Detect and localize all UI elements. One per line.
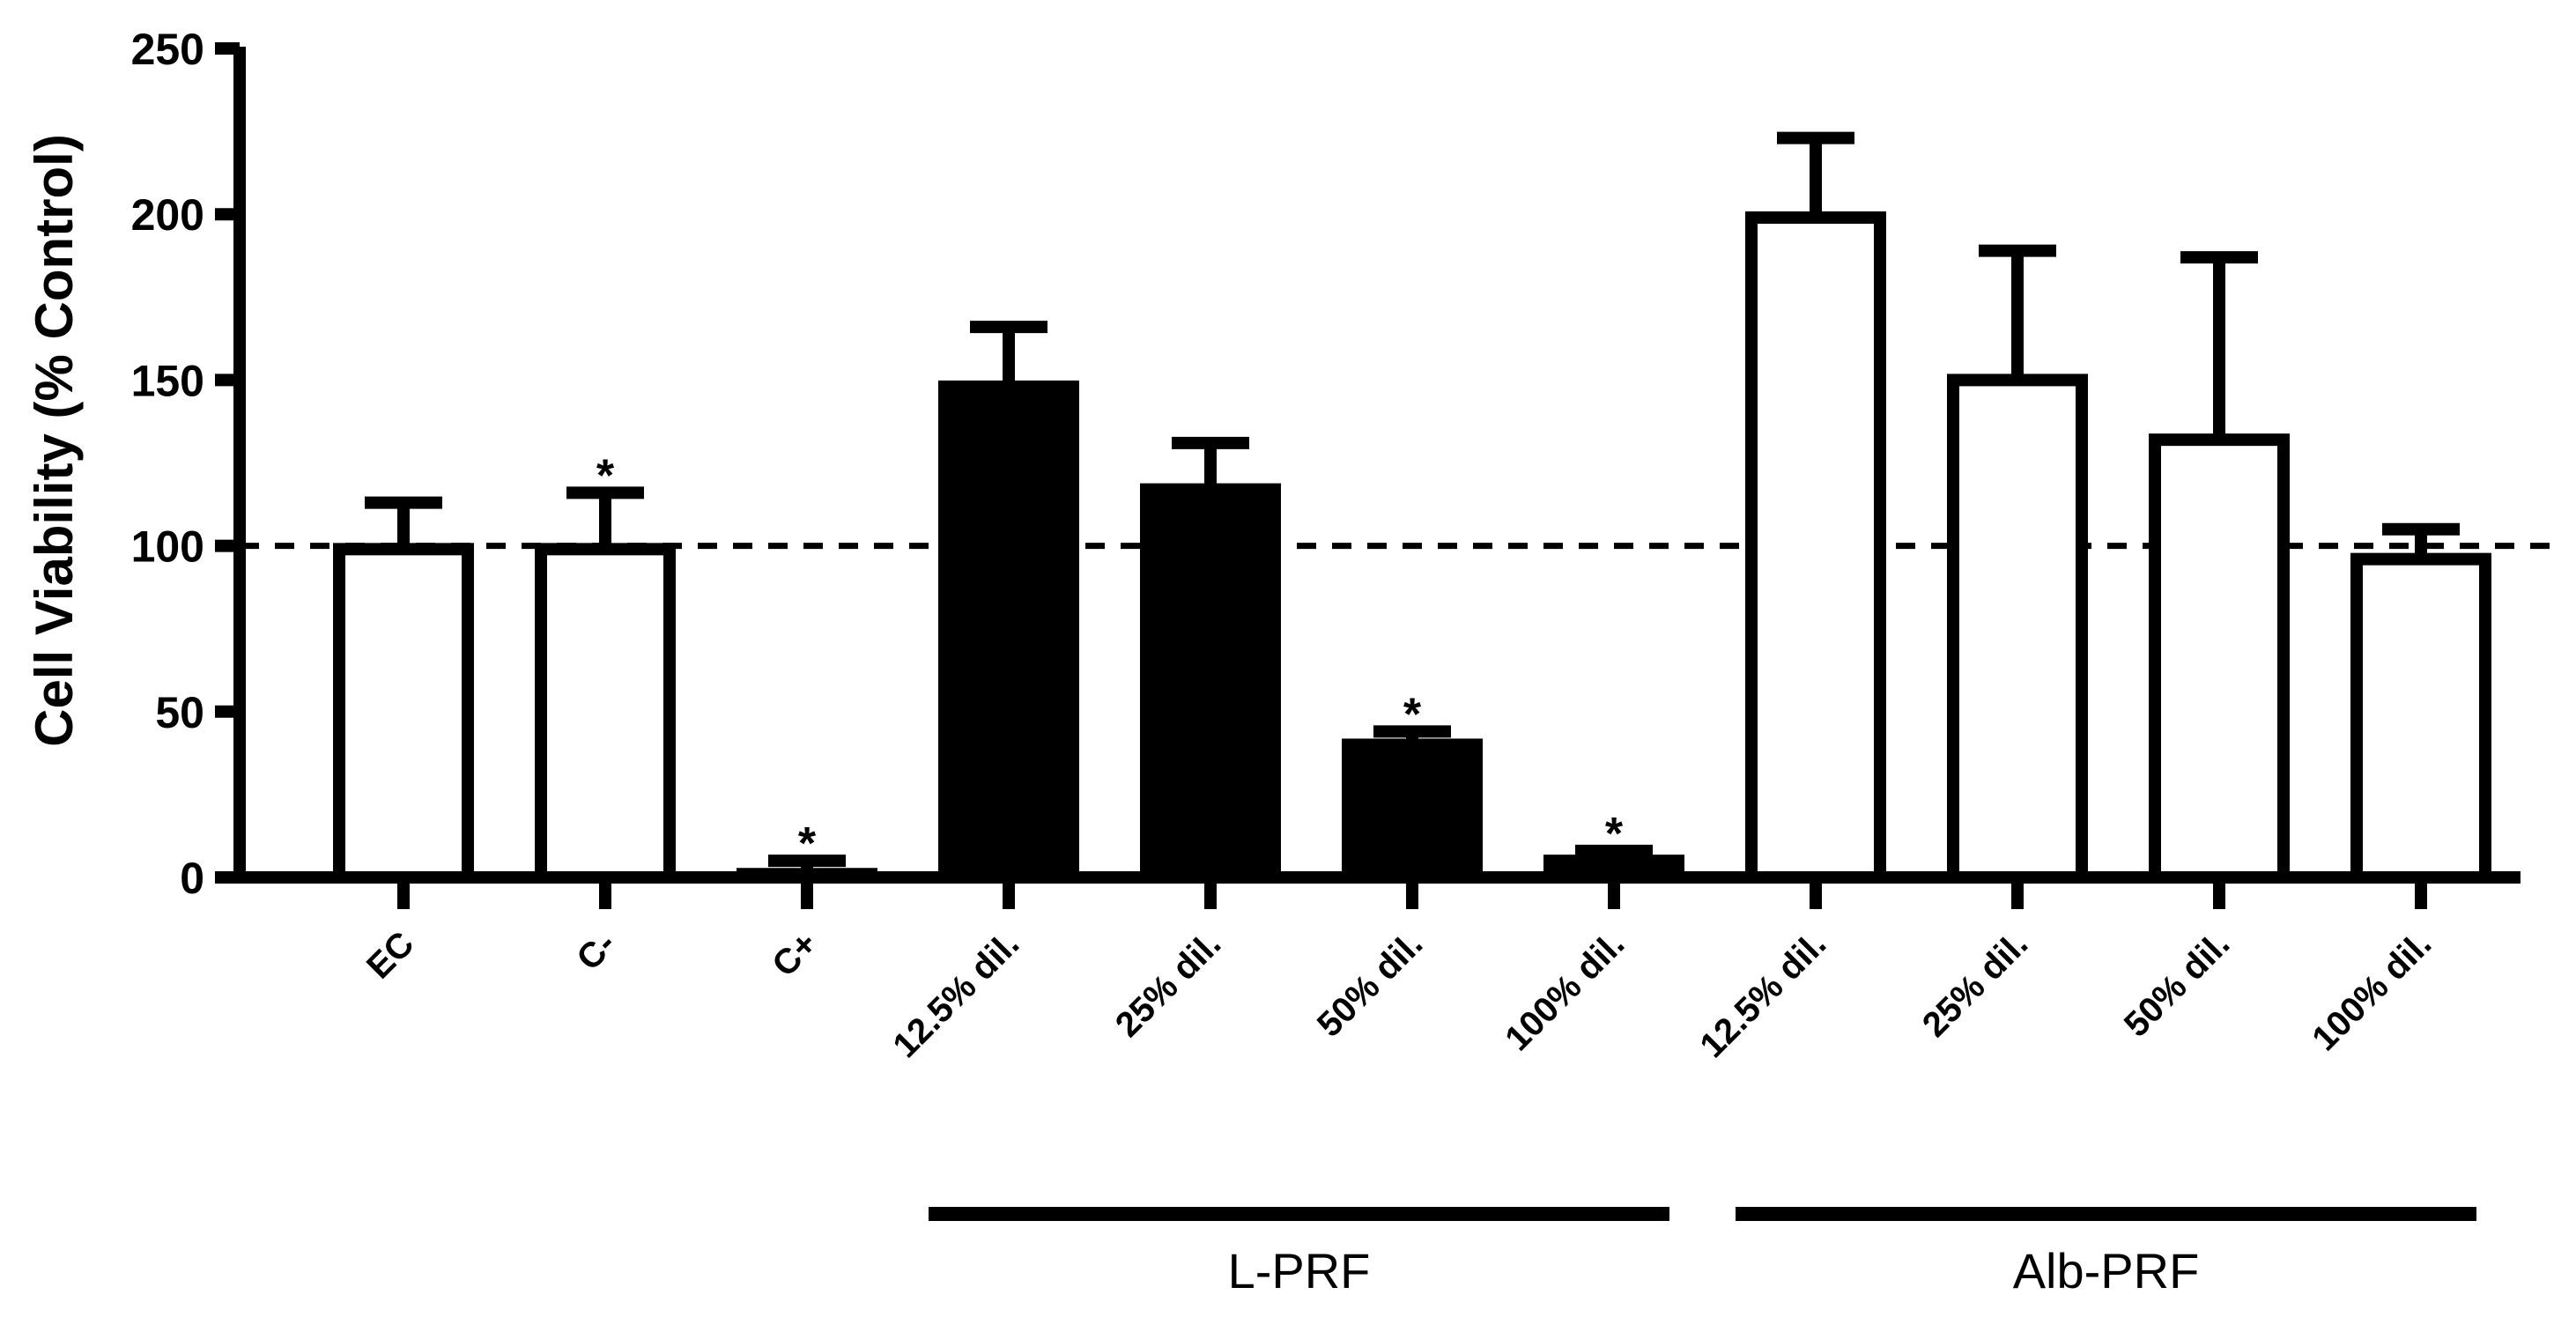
x-tick-label-6: 100% dil. — [1498, 924, 1632, 1058]
group-label-0: L-PRF — [1228, 1243, 1371, 1299]
y-tick-label-1: 50 — [155, 688, 204, 737]
bar-3 — [938, 380, 1079, 884]
y-tick-label-5: 250 — [131, 25, 204, 74]
group-label-1: Alb-PRF — [2013, 1243, 2200, 1299]
y-tick-label-0: 0 — [180, 854, 204, 903]
bar-10 — [2350, 552, 2491, 884]
x-tick-label-2: C+ — [765, 924, 825, 984]
labels-layer: * * * * 0 50 100 150 200 250 EC C- C+ 12.5% dil. 25% d… — [131, 25, 2439, 1299]
x-tick-label-8: 25% dil. — [1915, 924, 2035, 1044]
x-tick-label-9: 50% dil. — [2117, 924, 2237, 1044]
y-tick-label-2: 100 — [131, 522, 204, 572]
x-tick-label-3: 12.5% dil. — [885, 924, 1026, 1065]
y-tick-label-3: 150 — [131, 356, 204, 405]
y-tick-label-4: 200 — [131, 190, 204, 240]
x-tick-label-5: 50% dil. — [1310, 924, 1430, 1044]
bar-9 — [2149, 433, 2290, 884]
bar-7 — [1745, 211, 1886, 884]
significance-mark-1: * — [596, 450, 615, 501]
x-tick-label-10: 100% dil. — [2305, 924, 2439, 1058]
bar-4 — [1140, 483, 1281, 884]
x-tick-label-1: C- — [569, 924, 623, 978]
axes-layer — [215, 42, 2520, 1221]
x-tick-label-0: EC — [359, 924, 421, 986]
bar-0 — [333, 543, 474, 884]
significance-mark-6: * — [1605, 809, 1624, 860]
bars-layer — [333, 131, 2491, 884]
bar-8 — [1947, 374, 2088, 884]
x-tick-label-7: 12.5% dil. — [1692, 924, 1833, 1065]
x-tick-label-4: 25% dil. — [1108, 924, 1228, 1044]
bar-5 — [1342, 738, 1483, 884]
significance-mark-2: * — [798, 818, 817, 869]
bar-1 — [535, 543, 676, 884]
significance-mark-5: * — [1403, 689, 1422, 740]
y-axis-label: Cell Viability (% Control) — [25, 134, 84, 747]
